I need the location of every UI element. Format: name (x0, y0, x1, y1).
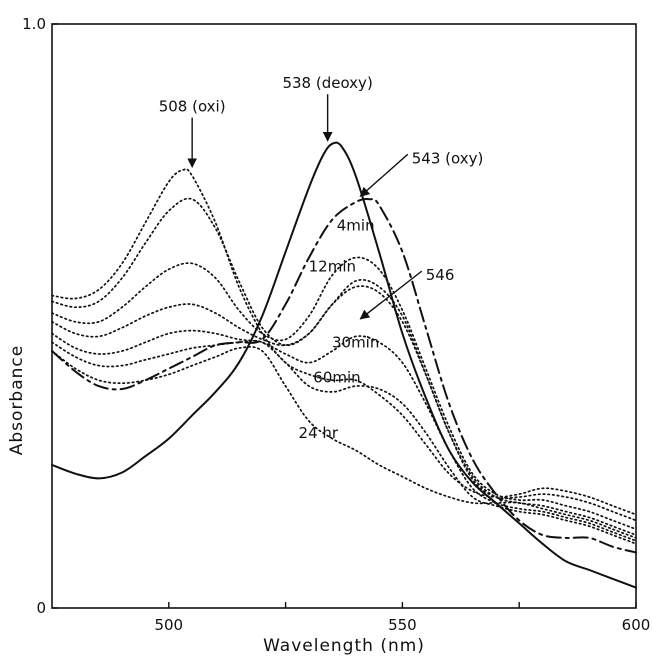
series-3-dotted-line (51, 197, 637, 522)
series-5-dotted-line (51, 285, 637, 536)
x-axis: 500 550 600 (154, 602, 650, 634)
annotation-60min: 60min (313, 368, 360, 386)
annotation-538-deoxy: 538 (deoxy) (282, 74, 372, 92)
series-6-dotted-line (51, 329, 637, 542)
annotation-12min: 12min (309, 257, 356, 275)
series-2-dotted-line (51, 168, 637, 516)
y-tick-label-1: 1.0 (22, 15, 46, 33)
arrow-546 (359, 270, 423, 320)
series-7-dotted-line (51, 339, 637, 545)
x-tick-label-500: 500 (154, 616, 183, 634)
y-axis-title: Absorbance (7, 345, 27, 455)
annotation-543-oxy: 543 (oxy) (412, 149, 484, 167)
y-tick-label-0: 0 (36, 599, 46, 617)
annotation-508-oxi: 508 (oxi) (159, 98, 226, 116)
annotation-546: 546 (426, 266, 455, 284)
x-tick-label-600: 600 (622, 616, 651, 634)
series-1-dashdot-line (51, 197, 637, 554)
annotation-24-hr: 24 hr (299, 424, 339, 442)
series-0-solid-line (51, 141, 637, 589)
plot-frame (51, 23, 637, 609)
y-axis: 01.0 (22, 15, 58, 617)
x-axis-title: Wavelength (nm) (263, 636, 425, 656)
series-8-dotted-line (51, 345, 637, 539)
annotations: 538 (deoxy) 508 (oxi) 543 (oxy) 546 4min 12mi… (159, 74, 484, 442)
annotation-4min: 4min (337, 216, 375, 234)
series-4-dotted-line (51, 256, 637, 531)
annotation-30min: 30min (332, 333, 379, 351)
arrow-543-oxy (359, 153, 409, 197)
series-layer (51, 141, 637, 589)
x-tick-label-550: 550 (388, 616, 417, 634)
